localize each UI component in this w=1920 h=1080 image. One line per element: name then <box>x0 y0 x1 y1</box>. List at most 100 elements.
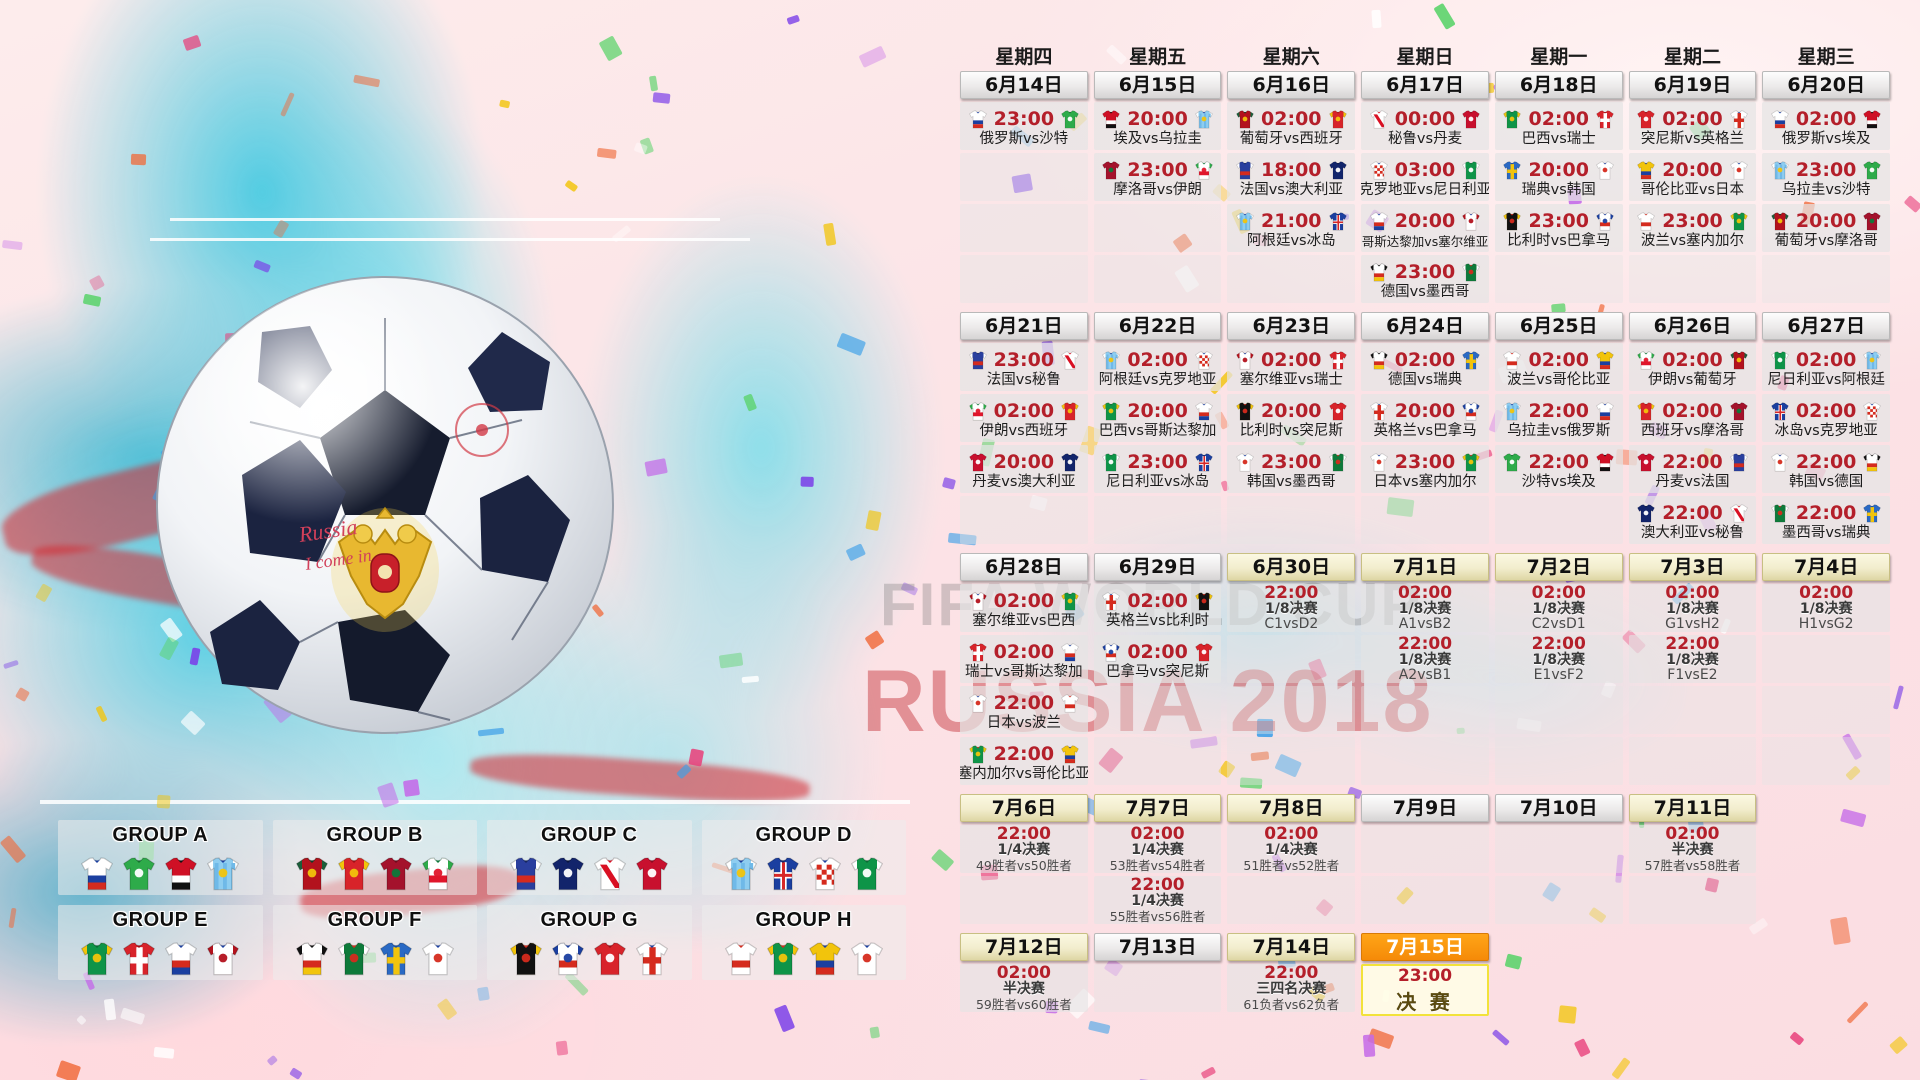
group-match-cell[interactable]: 00:00 秘鲁vs丹麦 <box>1361 102 1489 150</box>
date-header[interactable]: 7月6日 <box>960 794 1088 822</box>
date-header[interactable]: 7月9日 <box>1361 794 1489 822</box>
group-match-cell[interactable]: 18:00 法国vs澳大利亚 <box>1227 153 1356 201</box>
knockout-match-cell[interactable]: 22:00 1/8决赛 F1vsE2 <box>1628 635 1757 683</box>
group-match-cell[interactable]: 20:00 丹麦vs澳大利亚 <box>960 445 1088 493</box>
date-header[interactable]: 6月17日 <box>1361 71 1489 99</box>
knockout-match-cell[interactable]: 22:00 1/8决赛 E1vsF2 <box>1494 635 1623 683</box>
date-header[interactable]: 7月3日 <box>1628 553 1757 581</box>
group-match-cell[interactable]: 22:00 墨西哥vs瑞典 <box>1762 496 1891 544</box>
date-header[interactable]: 7月10日 <box>1494 794 1623 822</box>
group-match-cell[interactable]: 23:00 俄罗斯vs沙特 <box>960 102 1088 150</box>
knockout-match-cell[interactable]: 02:00 1/8决赛 H1vsG2 <box>1762 584 1891 632</box>
group-match-cell[interactable]: 23:00 比利时vs巴拿马 <box>1494 204 1623 252</box>
knockout-match-cell[interactable]: 22:00 1/8决赛 A2vsB1 <box>1361 635 1489 683</box>
group-match-cell[interactable]: 02:00 伊朗vs葡萄牙 <box>1628 343 1757 391</box>
group-match-cell[interactable]: 22:00 塞内加尔vs哥伦比亚 <box>960 737 1088 785</box>
group-match-cell[interactable]: 23:00 日本vs塞内加尔 <box>1361 445 1489 493</box>
group-match-cell[interactable]: 23:00 韩国vs墨西哥 <box>1227 445 1356 493</box>
date-header[interactable]: 6月16日 <box>1227 71 1356 99</box>
knockout-match-cell[interactable]: 02:00 1/8决赛 A1vsB2 <box>1361 584 1489 632</box>
group-match-cell[interactable]: 02:00 塞尔维亚vs瑞士 <box>1227 343 1356 391</box>
group-match-cell[interactable]: 20:00 比利时vs突尼斯 <box>1227 394 1356 442</box>
date-header[interactable]: 6月26日 <box>1628 312 1757 340</box>
group-panel-group-b[interactable]: GROUP B <box>272 820 477 895</box>
group-match-cell[interactable]: 02:00 葡萄牙vs西班牙 <box>1227 102 1356 150</box>
group-panel-group-g[interactable]: GROUP G <box>487 905 692 980</box>
date-header[interactable]: 6月19日 <box>1628 71 1757 99</box>
group-match-cell[interactable]: 02:00 巴西vs瑞士 <box>1494 102 1623 150</box>
date-header[interactable]: 6月29日 <box>1093 553 1222 581</box>
final-match-cell[interactable]: 23:00 决 赛 <box>1361 964 1489 1016</box>
group-match-cell[interactable]: 22:00 乌拉圭vs俄罗斯 <box>1494 394 1623 442</box>
group-panel-group-c[interactable]: GROUP C <box>487 820 692 895</box>
group-match-cell[interactable]: 02:00 英格兰vs比利时 <box>1093 584 1222 632</box>
date-header[interactable]: 6月14日 <box>960 71 1088 99</box>
date-header[interactable]: 6月21日 <box>960 312 1088 340</box>
knockout-match-cell[interactable]: 02:00 1/8决赛 C2vsD1 <box>1494 584 1623 632</box>
group-panel-group-d[interactable]: GROUP D <box>701 820 906 895</box>
knockout-match-cell[interactable]: 02:00 半决赛 57胜者vs58胜者 <box>1628 825 1757 873</box>
knockout-match-cell[interactable]: 22:00 1/4决赛 49胜者vs50胜者 <box>960 825 1088 873</box>
knockout-match-cell[interactable]: 22:00 1/8决赛 C1vsD2 <box>1227 584 1356 632</box>
group-match-cell[interactable]: 20:00 巴西vs哥斯达黎加 <box>1093 394 1222 442</box>
group-match-cell[interactable]: 22:00 澳大利亚vs秘鲁 <box>1628 496 1757 544</box>
date-header[interactable]: 7月7日 <box>1093 794 1222 822</box>
date-header[interactable]: 7月15日 <box>1361 933 1489 961</box>
date-header[interactable]: 7月2日 <box>1494 553 1623 581</box>
group-match-cell[interactable]: 02:00 冰岛vs克罗地亚 <box>1762 394 1891 442</box>
date-header[interactable]: 7月1日 <box>1361 553 1489 581</box>
group-match-cell[interactable]: 23:00 乌拉圭vs沙特 <box>1762 153 1891 201</box>
date-header[interactable]: 7月8日 <box>1227 794 1356 822</box>
group-match-cell[interactable]: 02:00 波兰vs哥伦比亚 <box>1494 343 1623 391</box>
date-header[interactable]: 6月23日 <box>1227 312 1356 340</box>
group-match-cell[interactable]: 02:00 伊朗vs西班牙 <box>960 394 1088 442</box>
group-match-cell[interactable]: 20:00 英格兰vs巴拿马 <box>1361 394 1489 442</box>
group-match-cell[interactable]: 22:00 丹麦vs法国 <box>1628 445 1757 493</box>
date-header[interactable]: 7月12日 <box>960 933 1088 961</box>
group-match-cell[interactable]: 02:00 阿根廷vs克罗地亚 <box>1093 343 1222 391</box>
group-match-cell[interactable]: 20:00 哥斯达黎加vs塞尔维亚 <box>1361 204 1489 252</box>
knockout-match-cell[interactable]: 02:00 半决赛 59胜者vs60胜者 <box>960 964 1088 1012</box>
knockout-match-cell[interactable]: 02:00 1/4决赛 53胜者vs54胜者 <box>1093 825 1222 873</box>
date-header[interactable]: 6月22日 <box>1093 312 1222 340</box>
group-match-cell[interactable]: 20:00 瑞典vs韩国 <box>1494 153 1623 201</box>
group-match-cell[interactable]: 02:00 瑞士vs哥斯达黎加 <box>960 635 1088 683</box>
date-header[interactable]: 6月25日 <box>1494 312 1623 340</box>
date-header[interactable]: 6月24日 <box>1361 312 1489 340</box>
date-header[interactable]: 6月15日 <box>1093 71 1222 99</box>
date-header[interactable]: 6月18日 <box>1494 71 1623 99</box>
group-match-cell[interactable]: 02:00 俄罗斯vs埃及 <box>1762 102 1891 150</box>
group-match-cell[interactable]: 23:00 法国vs秘鲁 <box>960 343 1088 391</box>
group-match-cell[interactable]: 22:00 沙特vs埃及 <box>1494 445 1623 493</box>
group-match-cell[interactable]: 02:00 塞尔维亚vs巴西 <box>960 584 1088 632</box>
group-match-cell[interactable]: 23:00 波兰vs塞内加尔 <box>1628 204 1757 252</box>
group-match-cell[interactable]: 23:00 摩洛哥vs伊朗 <box>1093 153 1222 201</box>
group-match-cell[interactable]: 02:00 巴拿马vs突尼斯 <box>1093 635 1222 683</box>
group-match-cell[interactable]: 22:00 韩国vs德国 <box>1762 445 1891 493</box>
group-match-cell[interactable]: 02:00 尼日利亚vs阿根廷 <box>1762 343 1891 391</box>
group-match-cell[interactable]: 02:00 突尼斯vs英格兰 <box>1628 102 1757 150</box>
group-match-cell[interactable]: 20:00 葡萄牙vs摩洛哥 <box>1762 204 1891 252</box>
group-match-cell[interactable]: 02:00 西班牙vs摩洛哥 <box>1628 394 1757 442</box>
date-header[interactable]: 7月14日 <box>1227 933 1356 961</box>
group-match-cell[interactable]: 03:00 克罗地亚vs尼日利亚 <box>1361 153 1489 201</box>
date-header[interactable]: 7月11日 <box>1628 794 1757 822</box>
group-panel-group-h[interactable]: GROUP H <box>701 905 906 980</box>
group-match-cell[interactable]: 23:00 尼日利亚vs冰岛 <box>1093 445 1222 493</box>
date-header[interactable]: 7月13日 <box>1093 933 1222 961</box>
group-panel-group-e[interactable]: GROUP E <box>58 905 263 980</box>
group-match-cell[interactable]: 21:00 阿根廷vs冰岛 <box>1227 204 1356 252</box>
date-header[interactable]: 6月28日 <box>960 553 1088 581</box>
group-panel-group-f[interactable]: GROUP F <box>272 905 477 980</box>
group-match-cell[interactable]: 23:00 德国vs墨西哥 <box>1361 255 1489 303</box>
knockout-match-cell[interactable]: 22:00 三四名决赛 61负者vs62负者 <box>1227 964 1356 1012</box>
group-match-cell[interactable]: 20:00 哥伦比亚vs日本 <box>1628 153 1757 201</box>
group-match-cell[interactable]: 02:00 德国vs瑞典 <box>1361 343 1489 391</box>
date-header[interactable]: 6月27日 <box>1762 312 1891 340</box>
group-match-cell[interactable]: 20:00 埃及vs乌拉圭 <box>1093 102 1222 150</box>
date-header[interactable]: 7月4日 <box>1762 553 1891 581</box>
knockout-match-cell[interactable]: 02:00 1/8决赛 G1vsH2 <box>1628 584 1757 632</box>
knockout-match-cell[interactable]: 02:00 1/4决赛 51胜者vs52胜者 <box>1227 825 1356 873</box>
knockout-match-cell[interactable]: 22:00 1/4决赛 55胜者vs56胜者 <box>1093 876 1222 924</box>
group-match-cell[interactable]: 22:00 日本vs波兰 <box>960 686 1088 734</box>
